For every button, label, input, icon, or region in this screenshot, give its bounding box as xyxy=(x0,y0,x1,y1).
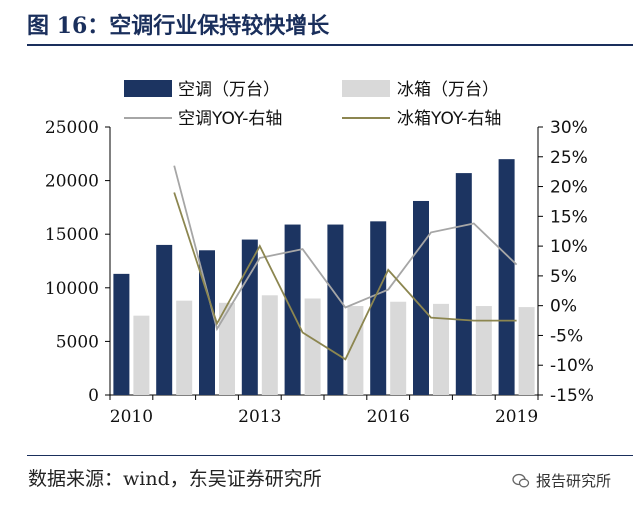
bar-fridge-2011 xyxy=(176,300,193,395)
bar-ac-2010 xyxy=(113,273,130,395)
bar-ac-2013 xyxy=(241,239,258,395)
watermark-text: 报告研究所 xyxy=(536,472,612,490)
legend-label-ac: 空调（万台） xyxy=(178,80,280,100)
y-tick-label-right: 5% xyxy=(550,267,577,287)
title-divider xyxy=(27,44,633,46)
source-note: 数据来源：wind，东吴证券研究所 xyxy=(28,468,322,490)
y-tick-label-right: 15% xyxy=(550,207,588,227)
chart-canvas: 空调（万台） 冰箱（万台） 空调YOY-右轴 冰箱YOY-右轴 0 5000 100… xyxy=(45,80,594,427)
legend-label-ac-yoy: 空调YOY-右轴 xyxy=(178,109,282,129)
line-ac-yoy xyxy=(173,165,518,332)
y-tick-label-left: 25000 xyxy=(45,118,99,138)
bar-fridge-2010 xyxy=(133,315,150,395)
y-tick-label-left: 10000 xyxy=(45,279,99,299)
bar-fridge-2013 xyxy=(261,295,278,395)
bar-ac-2014 xyxy=(284,224,301,395)
x-tick-label: 2013 xyxy=(238,407,281,427)
x-tick-label: 2010 xyxy=(110,407,153,427)
y-tick-label-right: 30% xyxy=(550,118,588,138)
legend-label-fridge-yoy: 冰箱YOY-右轴 xyxy=(397,109,501,129)
footer-divider xyxy=(27,455,633,456)
y-tick-label-right: -15% xyxy=(550,386,594,406)
bar-ac-2012 xyxy=(199,250,215,395)
watermark: 报告研究所 xyxy=(512,470,611,491)
bar-ac-2016 xyxy=(370,221,387,395)
bar-fridge-2018 xyxy=(475,306,492,395)
y-tick-label-right: 25% xyxy=(550,148,588,168)
bar-fridge-2017 xyxy=(433,303,449,395)
y-tick-label-right: -5% xyxy=(550,326,583,346)
bar-ac-2019 xyxy=(498,159,515,395)
legend-label-fridge: 冰箱（万台） xyxy=(397,80,499,100)
line-fridge-yoy xyxy=(173,192,517,361)
y-tick-label-left: 20000 xyxy=(45,172,99,192)
legend: 空调（万台） 冰箱（万台） 空调YOY-右轴 冰箱YOY-右轴 xyxy=(124,80,501,129)
legend-swatch-ac xyxy=(124,80,172,97)
bar-fridge-2012 xyxy=(219,302,235,395)
bars-layer xyxy=(113,159,535,395)
wechat-icon xyxy=(512,473,530,487)
ticks-layer: 0 5000 10000 15000 20000 25000 -15% -10% -5% 0% 5%… xyxy=(45,118,594,427)
bar-ac-2015 xyxy=(327,224,344,395)
bar-ac-2017 xyxy=(413,200,429,395)
bar-ac-2011 xyxy=(156,244,173,395)
bar-fridge-2016 xyxy=(390,301,407,395)
y-tick-label-right: 0% xyxy=(550,297,577,317)
x-tick-label: 2016 xyxy=(367,407,410,427)
bar-fridge-2019 xyxy=(518,307,535,395)
bar-ac-2018 xyxy=(455,173,472,395)
bar-fridge-2014 xyxy=(304,298,321,395)
y-tick-label-right: 20% xyxy=(550,178,588,198)
y-tick-label-left: 5000 xyxy=(56,332,99,352)
chart-title: 图 16：空调行业保持较快增长 xyxy=(27,13,330,39)
y-tick-label-left: 15000 xyxy=(45,225,99,245)
x-tick-label: 2019 xyxy=(495,407,538,427)
y-tick-label-left: 0 xyxy=(88,386,99,406)
lines-layer xyxy=(173,165,518,361)
y-tick-label-right: 10% xyxy=(550,237,588,257)
legend-swatch-fridge xyxy=(342,80,390,97)
y-tick-label-right: -10% xyxy=(550,356,594,376)
